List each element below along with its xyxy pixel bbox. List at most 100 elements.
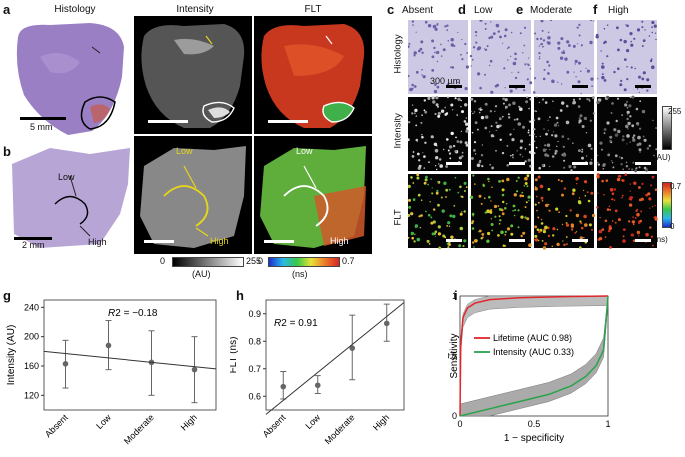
lifetime-ci-band <box>459 295 609 417</box>
intensity-colorbar-min: 0 <box>160 256 166 266</box>
x-tick-label: High <box>179 412 199 432</box>
chart-g: 120 160 200 240 Intensity (AU) Absent Low Moder… <box>6 299 217 446</box>
header-absent: Absent <box>402 5 434 16</box>
plot-frame <box>265 299 405 411</box>
flt-colorbar-side <box>662 182 672 228</box>
microscopy-tiles <box>408 20 658 250</box>
b-low-label: Low <box>58 172 75 182</box>
flt-colorbar-min: 0 <box>258 256 264 266</box>
tile-1-2 <box>534 97 594 171</box>
tile-scalebar <box>572 162 588 165</box>
y-tick-label: 0.8 <box>248 336 261 346</box>
y-tick-label: 0.9 <box>248 309 261 319</box>
intensity-b-high-label: High <box>210 236 229 246</box>
flt-image-a <box>254 16 372 134</box>
tile-1-3 <box>597 97 657 171</box>
y-axis-label: FLT (ns) <box>230 337 239 374</box>
header-low: Low <box>474 5 493 16</box>
tile-scalebar <box>635 239 651 242</box>
tile-scalebar <box>446 162 462 165</box>
y-tick-label: 0.7 <box>248 364 261 374</box>
histology-image-a <box>10 17 130 137</box>
flt-colorbar-bottom <box>268 257 340 267</box>
header-intensity: Intensity <box>176 4 214 15</box>
y-tick-label: 1 <box>452 291 457 301</box>
tile-scalebar <box>446 239 462 242</box>
data-point <box>62 361 69 367</box>
r2-annotation: R2 = 0.91 <box>274 318 318 329</box>
panel-label-h: h <box>236 288 244 303</box>
roc-curve-lifetime <box>459 295 609 417</box>
tile-0-3 <box>597 20 657 94</box>
tile-0-1 <box>471 20 531 94</box>
header-flt: FLT <box>304 4 322 15</box>
intensity-colorbar-bottom <box>172 257 244 267</box>
x-tick-label: Moderate <box>323 412 357 446</box>
flt-side-min: 0 <box>670 222 675 231</box>
y-tick-label: 160 <box>24 361 39 371</box>
tile-0-2 <box>534 20 594 94</box>
y-axis-label: Sensitivity <box>449 333 460 378</box>
panel-label-e: e <box>516 2 524 17</box>
scalebar-a <box>20 117 66 120</box>
y-tick-label: 240 <box>24 302 39 312</box>
flt-image-b <box>254 136 372 254</box>
tile-scalebar <box>572 85 588 88</box>
intensity-colorbar-side <box>662 106 672 150</box>
intensity-side-max: 255 <box>668 107 682 116</box>
x-tick-label: Absent <box>261 412 288 439</box>
intensity-colorbar-max: 255 <box>246 256 262 266</box>
x-axis-label: 1 − specificity <box>504 433 564 444</box>
tile-2-2 <box>534 174 594 248</box>
tile-2-0 <box>408 174 468 248</box>
legend-label: Intensity (AUC 0.33) <box>493 347 574 357</box>
fit-line <box>265 302 405 415</box>
tile-1-0 <box>408 97 468 171</box>
panel-label-a: a <box>3 2 11 17</box>
intensity-image-b <box>134 136 252 254</box>
panel-label-c: c <box>387 2 395 17</box>
row-label-intensity: Intensity <box>392 113 404 149</box>
scale-label-a: 5 mm <box>30 122 53 132</box>
flt-side-max: 0.7 <box>670 182 682 191</box>
flt-side-unit: (ns) <box>654 235 668 244</box>
data-point <box>349 345 356 351</box>
x-tick-label: Absent <box>43 412 70 439</box>
scalebar-b <box>14 237 52 240</box>
tile-scalebar <box>509 162 525 165</box>
r2-annotation: R2 = −0.18 <box>108 308 158 319</box>
microscopy-grid <box>408 20 659 252</box>
x-tick-label: 1 <box>605 419 610 429</box>
row-label-histology: Histology <box>392 34 404 74</box>
intensity-b-low-label: Low <box>176 146 193 156</box>
intensity-side-unit: (AU) <box>654 153 671 162</box>
scale-label-b: 2 mm <box>22 240 45 250</box>
x-tick-label: 0.5 <box>528 419 541 429</box>
y-tick-label: 120 <box>24 390 39 400</box>
legend-label: Lifetime (AUC 0.98) <box>493 333 572 343</box>
x-tick-label: High <box>371 412 391 432</box>
tile-scalebar <box>509 85 525 88</box>
chart-i: 00 0.5 0.5 1 1 1 − specificity Sensitivity Life… <box>448 291 611 444</box>
y-tick-label: 0.6 <box>248 391 261 401</box>
data-point <box>383 320 390 327</box>
x-tick-label: Low <box>303 412 322 431</box>
data-point <box>280 383 287 390</box>
histology-image-b <box>10 144 132 250</box>
intensity-image-a <box>134 16 252 134</box>
data-point <box>191 366 198 373</box>
tile-scalebar <box>572 239 588 242</box>
x-tick-label: Moderate <box>122 412 156 446</box>
flt-colorbar-max: 0.7 <box>342 256 355 266</box>
panel-label-g: g <box>3 288 11 303</box>
plot-frame <box>43 299 217 411</box>
header-moderate: Moderate <box>530 5 573 16</box>
panel-label-f: f <box>593 2 598 17</box>
tile-scalebar <box>446 85 462 88</box>
y-tick-label: 0 <box>452 411 457 421</box>
row-label-flt: FLT <box>392 209 404 226</box>
panel-label-d: d <box>458 2 466 17</box>
b-high-label: High <box>88 237 107 247</box>
tile-scalebar <box>635 162 651 165</box>
tile-scalebar <box>635 85 651 88</box>
